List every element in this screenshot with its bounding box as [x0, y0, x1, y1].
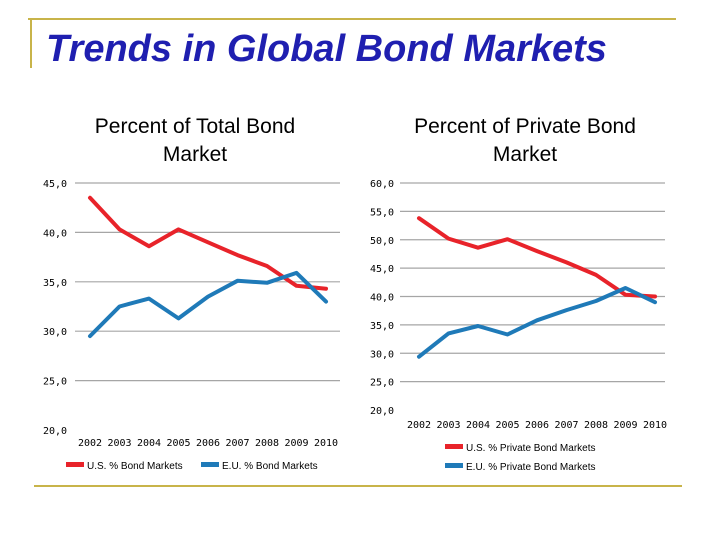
chart2-legend-label-eu: E.U. % Private Bond Markets: [466, 462, 596, 473]
chart2-xtick-label: 2006: [525, 420, 549, 431]
left-rule: [30, 18, 32, 68]
chart2-series-us-line: [417, 216, 657, 299]
chart2-xtick-label: 2003: [436, 420, 460, 431]
chart1-legend-swatch-eu: [201, 462, 219, 467]
chart2-xtick-label: 2002: [407, 420, 431, 431]
top-rule: [28, 18, 676, 20]
chart2-ytick-label: 35,0: [370, 321, 394, 332]
chart2-xtick-label: 2008: [584, 420, 608, 431]
chart1-ytick-label: 45,0: [43, 179, 67, 190]
chart1-xtick-label: 2004: [137, 438, 161, 449]
chart2-xtick-label: 2005: [495, 420, 519, 431]
chart1-legend-label-eu: E.U. % Bond Markets: [222, 461, 318, 472]
chart1-legend-label-us: U.S. % Bond Markets: [87, 461, 183, 472]
chart2-ytick-label: 30,0: [370, 349, 394, 360]
chart1-title: Percent of Total Bond Market: [55, 113, 335, 169]
chart1-xtick-label: 2007: [225, 438, 249, 449]
chart1-xtick-label: 2002: [78, 438, 102, 449]
chart2-legend-swatch-eu: [445, 463, 463, 468]
bottom-rule: [34, 485, 682, 487]
chart2-xtick-label: 2007: [554, 420, 578, 431]
chart1-ytick-label: 20,0: [43, 426, 67, 437]
chart2-legend-label-us: U.S. % Private Bond Markets: [466, 443, 596, 454]
chart1-xtick-label: 2003: [107, 438, 131, 449]
chart1-xtick-label: 2005: [166, 438, 190, 449]
chart1-ytick-label: 35,0: [43, 278, 67, 289]
chart2-ytick-label: 40,0: [370, 293, 394, 304]
chart1-ytick-label: 30,0: [43, 327, 67, 338]
chart2-title: Percent of Private Bond Market: [385, 113, 665, 169]
chart1-ytick-label: 40,0: [43, 228, 67, 239]
chart1-xtick-label: 2009: [284, 438, 308, 449]
chart2-legend-swatch-us: [445, 444, 463, 449]
chart1-xtick-label: 2008: [255, 438, 279, 449]
slide-title: Trends in Global Bond Markets: [46, 28, 607, 70]
chart2-ytick-label: 60,0: [370, 179, 394, 190]
chart2-ytick-label: 50,0: [370, 236, 394, 247]
chart1-title-line1: Percent of Total Bond: [94, 115, 296, 138]
chart1-legend-swatch-us: [66, 462, 84, 467]
chart2-xtick-label: 2010: [643, 420, 667, 431]
chart1-xtick-label: 2006: [196, 438, 220, 449]
chart2-ytick-label: 45,0: [370, 264, 394, 275]
chart2-series-eu-line: [417, 286, 657, 359]
chart1-title-line2: Market: [162, 143, 228, 166]
chart2-title-line1: Percent of Private Bond: [414, 115, 636, 138]
chart2-xtick-label: 2009: [613, 420, 637, 431]
chart1-ytick-label: 25,0: [43, 377, 67, 388]
chart2-ytick-label: 25,0: [370, 378, 394, 389]
chart2-xtick-label: 2004: [466, 420, 490, 431]
chart2-ytick-label: 55,0: [370, 207, 394, 218]
chart2-ytick-label: 20,0: [370, 406, 394, 417]
chart2-title-line2: Market: [492, 143, 558, 166]
chart1-xtick-label: 2010: [314, 438, 338, 449]
